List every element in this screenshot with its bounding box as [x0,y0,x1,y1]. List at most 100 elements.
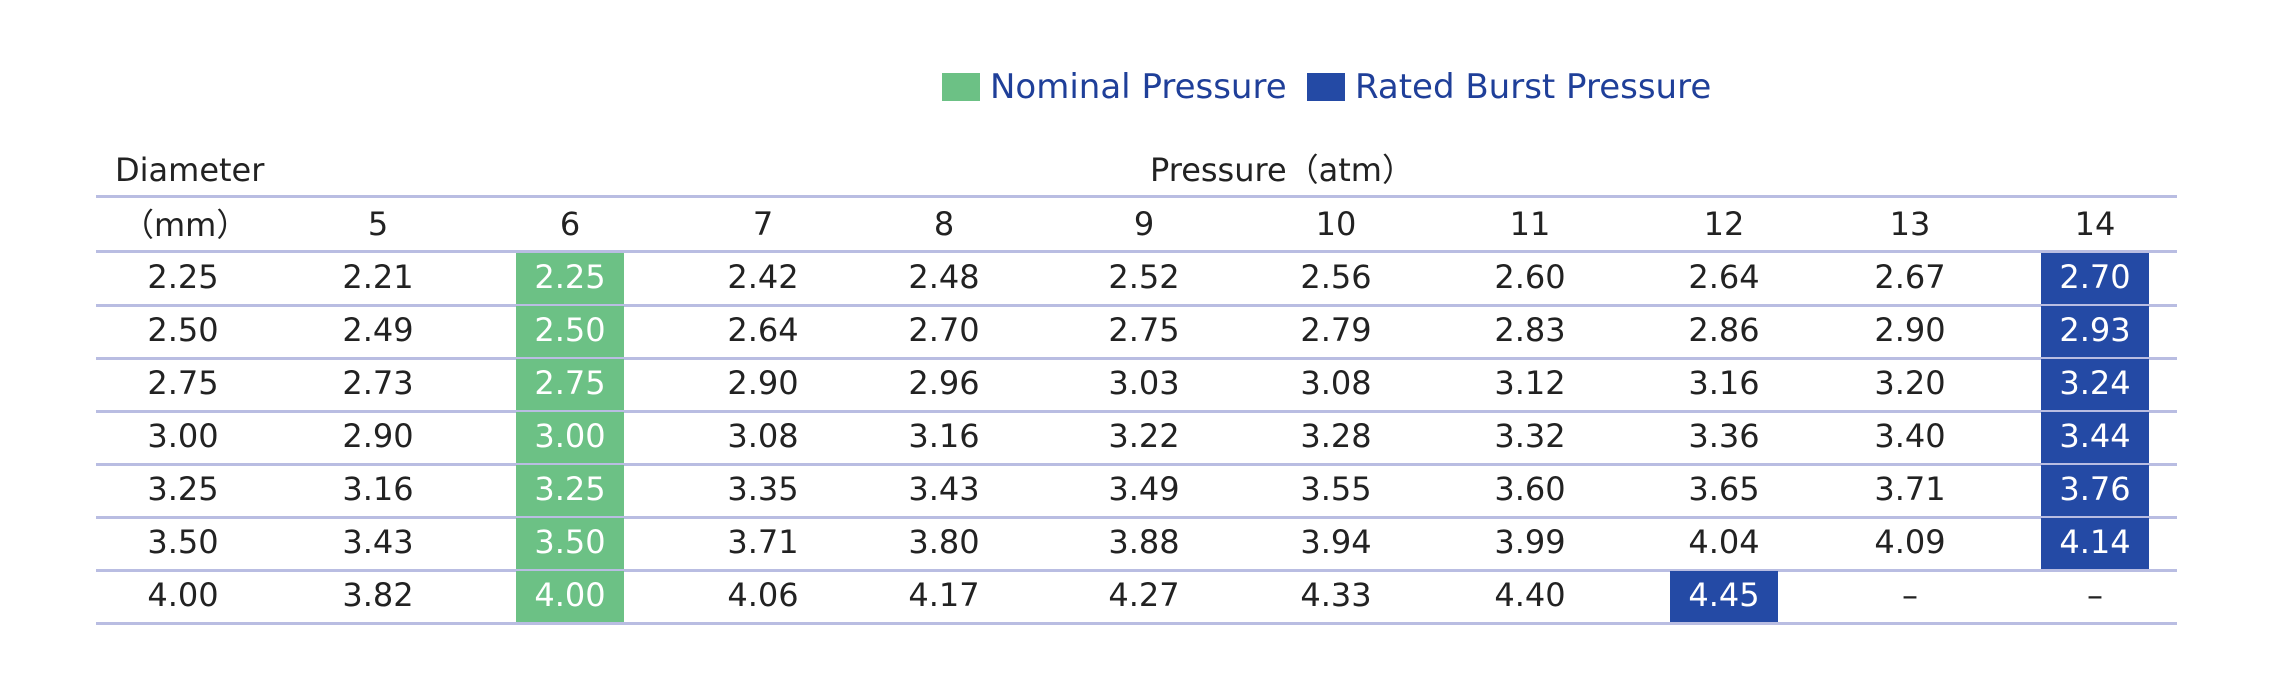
diameter-unit: （mm） [122,206,249,244]
rated-burst-highlight [2041,359,2149,410]
value-cell: 2.83 [1494,311,1566,349]
rated-burst-highlight [2041,306,2149,357]
value-cell: 3.99 [1494,523,1566,561]
value-cell: 2.90 [342,417,414,455]
value-cell: 3.28 [1300,417,1372,455]
value-cell: 2.64 [1688,258,1760,296]
value-cell: 2.73 [342,364,414,402]
legend-item-nominal: Nominal Pressure [942,62,1287,112]
value-cell: 3.43 [342,523,414,561]
value-cell: 2.86 [1688,311,1760,349]
value-cell: 4.17 [908,576,980,614]
header-rule-bottom [96,250,2177,253]
nominal-highlight [516,306,624,357]
value-cell: 3.43 [908,470,980,508]
value-cell: 4.04 [1688,523,1760,561]
value-cell: 3.25 [534,470,606,508]
value-cell: 3.80 [908,523,980,561]
nominal-highlight [516,359,624,410]
legend: Nominal Pressure Rated Burst Pressure [0,62,2271,112]
value-cell: 3.08 [1300,364,1372,402]
value-cell: 3.16 [342,470,414,508]
nominal-highlight [516,571,624,622]
value-cell: 3.65 [1688,470,1760,508]
row-rule [96,304,2177,307]
value-cell: 3.88 [1108,523,1180,561]
header-rule-top [96,195,2177,198]
value-cell: 2.75 [1108,311,1180,349]
value-cell: – [2087,576,2103,614]
value-cell: 2.56 [1300,258,1372,296]
value-cell: 2.42 [727,258,799,296]
value-cell: 3.22 [1108,417,1180,455]
value-cell: 3.55 [1300,470,1372,508]
row-rule [96,463,2177,466]
legend-swatch-nominal [942,73,980,101]
value-cell: 2.96 [908,364,980,402]
value-cell: 3.49 [1108,470,1180,508]
value-cell: 2.48 [908,258,980,296]
column-header: 9 [1133,205,1155,243]
column-header: 8 [933,205,955,243]
value-cell: 4.27 [1108,576,1180,614]
row-rule [96,622,2177,625]
value-cell: 3.20 [1874,364,1946,402]
value-cell: 2.75 [534,364,606,402]
diameter-cell: 3.25 [147,470,219,508]
value-cell: 2.21 [342,258,414,296]
column-header: 13 [1889,205,1931,243]
value-cell: 4.09 [1874,523,1946,561]
rated-burst-highlight [1670,571,1778,622]
diameter-cell: 3.50 [147,523,219,561]
value-cell: 2.79 [1300,311,1372,349]
value-cell: 3.12 [1494,364,1566,402]
value-cell: 2.93 [2059,311,2131,349]
value-cell: 3.82 [342,576,414,614]
value-cell: 3.50 [534,523,606,561]
value-cell: 3.36 [1688,417,1760,455]
pressure-header: Pressure（atm） [1150,151,1414,189]
row-rule [96,410,2177,413]
value-cell: 2.70 [908,311,980,349]
nominal-highlight [516,253,624,304]
value-cell: 2.64 [727,311,799,349]
nominal-highlight [516,518,624,569]
column-header: 7 [752,205,774,243]
value-cell: 3.76 [2059,470,2131,508]
value-cell: 3.32 [1494,417,1566,455]
value-cell: 3.94 [1300,523,1372,561]
value-cell: 4.33 [1300,576,1372,614]
diameter-cell: 2.75 [147,364,219,402]
diameter-cell: 2.25 [147,258,219,296]
value-cell: 3.00 [534,417,606,455]
value-cell: 2.60 [1494,258,1566,296]
rated-burst-highlight [2041,412,2149,463]
diameter-cell: 3.00 [147,417,219,455]
value-cell: 3.71 [727,523,799,561]
value-cell: 3.08 [727,417,799,455]
nominal-highlight [516,465,624,516]
value-cell: 3.71 [1874,470,1946,508]
rated-burst-highlight [2041,465,2149,516]
value-cell: 2.49 [342,311,414,349]
value-cell: 2.90 [1874,311,1946,349]
diameter-header: Diameter [115,151,265,189]
value-cell: 3.03 [1108,364,1180,402]
value-cell: 2.25 [534,258,606,296]
value-cell: 2.52 [1108,258,1180,296]
value-cell: 3.35 [727,470,799,508]
column-header: 12 [1703,205,1745,243]
value-cell: 4.00 [534,576,606,614]
legend-label-rated-burst: Rated Burst Pressure [1355,67,1712,107]
diameter-cell: 4.00 [147,576,219,614]
row-rule [96,569,2177,572]
column-header: 14 [2074,205,2116,243]
legend-label-nominal: Nominal Pressure [990,67,1287,107]
rated-burst-highlight [2041,518,2149,569]
column-header: 6 [559,205,581,243]
value-cell: 3.40 [1874,417,1946,455]
value-cell: 2.90 [727,364,799,402]
value-cell: – [1902,576,1918,614]
value-cell: 4.45 [1688,576,1760,614]
